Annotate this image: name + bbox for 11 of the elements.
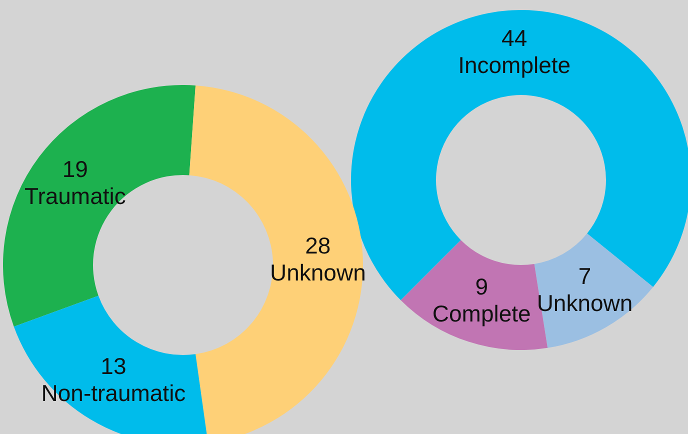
slice-label: Unknown — [536, 290, 633, 316]
slice-label: Incomplete — [458, 52, 571, 78]
data-label: 19 — [62, 156, 88, 182]
slice-label: Complete — [432, 300, 531, 327]
slice-label: Unknown — [270, 260, 366, 286]
data-label: 9 — [475, 274, 488, 300]
slice-label: Traumatic — [24, 183, 126, 210]
data-label: 7 — [578, 262, 592, 289]
data-label: 13 — [100, 353, 126, 380]
data-label: 28 — [305, 232, 331, 259]
data-label: 44 — [502, 25, 528, 52]
